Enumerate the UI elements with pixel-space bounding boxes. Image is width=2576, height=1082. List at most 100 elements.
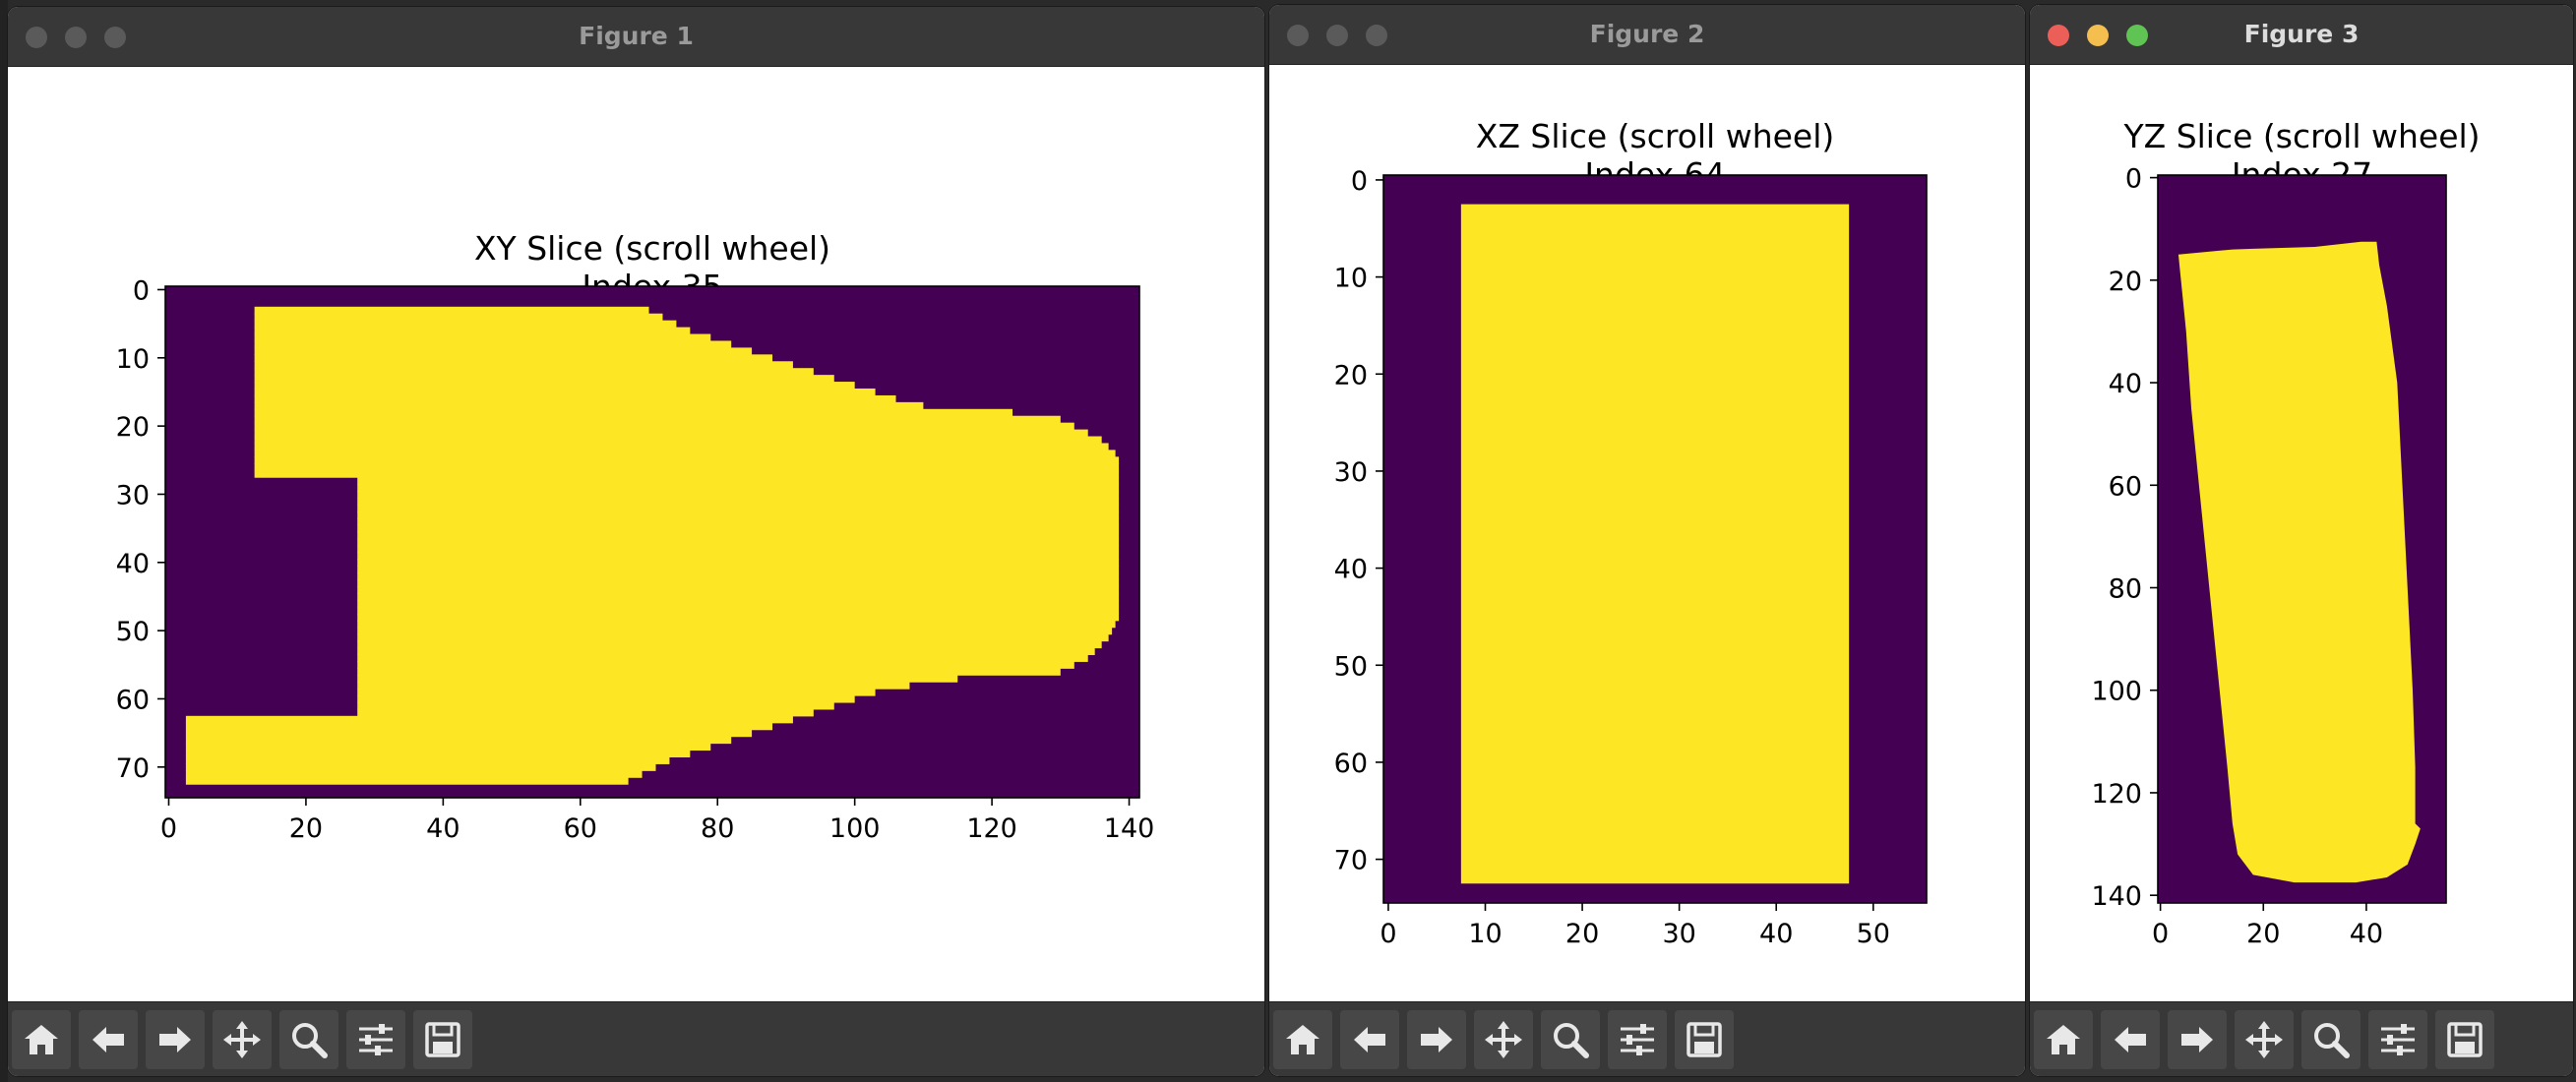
mask-row	[357, 484, 1120, 492]
figure-2-titlebar[interactable]: Figure 2	[1269, 5, 2025, 65]
y-tick-label: 0	[133, 275, 150, 306]
back-arrow-button[interactable]	[79, 1010, 138, 1069]
configure-subplots-button[interactable]	[1608, 1010, 1667, 1069]
x-tick-label: 40	[1759, 919, 1793, 949]
navigation-toolbar	[8, 1001, 1264, 1076]
home-button[interactable]	[1273, 1010, 1332, 1069]
mask-row	[357, 524, 1120, 533]
forward-arrow-icon	[2181, 1027, 2213, 1052]
figure-1-titlebar[interactable]: Figure 1	[8, 7, 1264, 67]
y-tick-label: 80	[2109, 574, 2142, 605]
configure-subplots-button[interactable]	[346, 1010, 405, 1069]
axes-title-line-1: XY Slice (scroll wheel)	[474, 229, 830, 268]
mask-row	[254, 333, 711, 342]
figure-1-window: Figure 1 XY Slice (scroll wheel)Index 35…	[8, 7, 1264, 1076]
mask-row	[357, 593, 1120, 601]
x-tick-label: 40	[2350, 919, 2383, 949]
figure-3-canvas[interactable]: YZ Slice (scroll wheel) Index 27 0 20 40 0 20 4…	[2030, 65, 2573, 1002]
pan-button[interactable]	[2235, 1010, 2294, 1069]
zoom-window-button[interactable]	[2126, 25, 2148, 46]
mask-row	[357, 511, 1120, 519]
mask-row	[185, 743, 711, 751]
y-tick-label: 50	[1334, 651, 1368, 682]
save-button[interactable]	[1675, 1010, 1734, 1069]
mask-row	[357, 579, 1120, 587]
mask-row	[357, 517, 1120, 526]
mask-row	[357, 572, 1120, 580]
mask-row	[254, 340, 732, 348]
xy-slice-plot[interactable]: XY Slice (scroll wheel)Index 35020406080…	[8, 67, 1264, 1002]
y-tick-label: 10	[116, 344, 150, 375]
mask-row	[254, 347, 753, 355]
forward-arrow-button[interactable]	[2168, 1010, 2227, 1069]
axes-title-line-1: XZ Slice (scroll wheel)	[1476, 117, 1835, 155]
window-title: Figure 3	[2243, 20, 2360, 48]
forward-arrow-button[interactable]	[146, 1010, 205, 1069]
mask-row	[254, 368, 814, 376]
figure-2-canvas[interactable]: XZ Slice (scroll wheel) Index 64 0 10 20 30 40…	[1269, 65, 2025, 1002]
minimize-button[interactable]	[1326, 25, 1348, 46]
close-button[interactable]	[1287, 25, 1309, 46]
pan-button[interactable]	[213, 1010, 272, 1069]
y-tick-label: 70	[1334, 846, 1368, 876]
pan-icon	[1485, 1021, 1522, 1058]
x-tick-label: 40	[426, 813, 460, 844]
pan-icon	[2245, 1021, 2283, 1058]
home-button[interactable]	[12, 1010, 71, 1069]
forward-arrow-icon	[1421, 1027, 1452, 1052]
back-arrow-button[interactable]	[1340, 1010, 1399, 1069]
yz-slice-plot[interactable]: YZ Slice (scroll wheel)Index 270 20 400204…	[2030, 65, 2573, 1002]
mask-row	[254, 382, 855, 390]
mask-row	[254, 443, 1109, 451]
figure-3-titlebar[interactable]: Figure 3	[2030, 5, 2573, 65]
forward-arrow-button[interactable]	[1407, 1010, 1466, 1069]
mask-row	[254, 306, 649, 315]
zoom-window-button[interactable]	[1366, 25, 1387, 46]
x-tick-label: 100	[829, 813, 881, 844]
minimize-button[interactable]	[65, 27, 87, 48]
save-icon	[2447, 1022, 2483, 1057]
close-button[interactable]	[26, 27, 47, 48]
mask-row	[357, 620, 1116, 629]
x-tick-label: 50	[1857, 919, 1890, 949]
mask-row	[254, 394, 896, 403]
back-arrow-icon	[2115, 1027, 2146, 1052]
save-icon	[1687, 1022, 1722, 1057]
back-arrow-button[interactable]	[2101, 1010, 2160, 1069]
mask-row	[254, 375, 834, 383]
zoom-button[interactable]	[1541, 1010, 1600, 1069]
configure-subplots-button[interactable]	[2368, 1010, 2427, 1069]
xz-slice-plot[interactable]: XZ Slice (scroll wheel)Index 640 10 20 30 40…	[1269, 65, 2025, 1002]
figure-1-canvas[interactable]: XY Slice (scroll wheel)Index 35020406080…	[8, 67, 1264, 1002]
y-tick-label: 140	[2091, 881, 2142, 912]
mask-row	[254, 463, 1120, 471]
mask-row	[357, 497, 1120, 506]
zoom-button[interactable]	[2301, 1010, 2361, 1069]
y-tick-label: 120	[2091, 779, 2142, 810]
mask-region	[1460, 204, 1850, 884]
close-button[interactable]	[2048, 25, 2069, 46]
zoom-button[interactable]	[279, 1010, 338, 1069]
mask-row	[185, 756, 670, 764]
save-button[interactable]	[2435, 1010, 2494, 1069]
forward-arrow-icon	[159, 1027, 191, 1052]
y-tick-label: 30	[1334, 457, 1368, 488]
mask-row	[357, 675, 958, 683]
minimize-button[interactable]	[2087, 25, 2109, 46]
zoom-window-button[interactable]	[104, 27, 126, 48]
home-button[interactable]	[2034, 1010, 2093, 1069]
save-button[interactable]	[413, 1010, 472, 1069]
mask-row	[357, 559, 1120, 567]
home-icon	[25, 1025, 58, 1054]
y-tick-label: 0	[2125, 164, 2142, 195]
mask-row	[185, 722, 773, 731]
mask-row	[357, 586, 1120, 594]
mask-row	[254, 436, 1102, 445]
save-icon	[425, 1022, 460, 1057]
mask-row	[185, 750, 691, 757]
x-tick-label: 0	[1380, 919, 1396, 949]
mask-row	[185, 736, 732, 745]
mask-row	[357, 668, 1061, 676]
back-arrow-icon	[92, 1027, 124, 1052]
pan-button[interactable]	[1474, 1010, 1533, 1069]
